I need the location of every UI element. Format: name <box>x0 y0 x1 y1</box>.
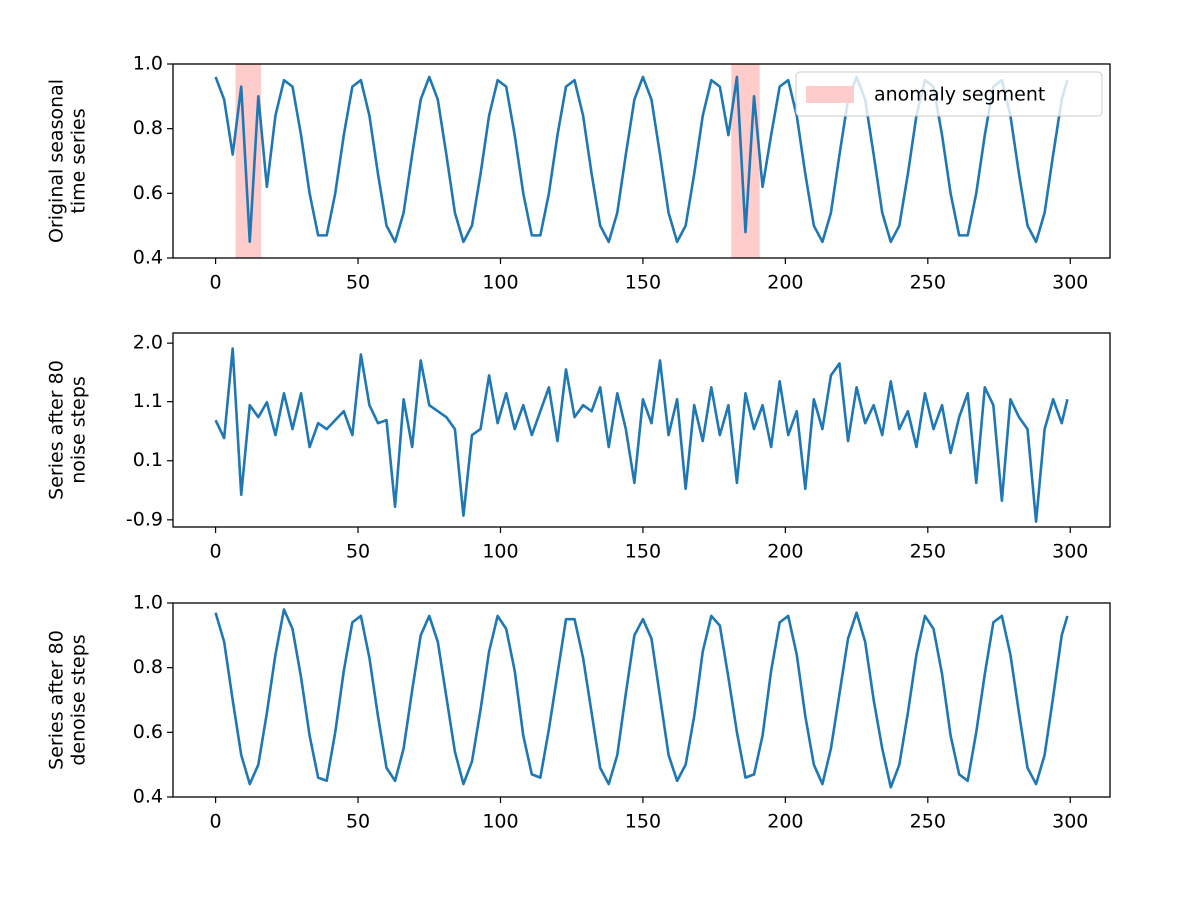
y-axis-label: denoise steps <box>68 634 90 765</box>
y-tick-label: 1.0 <box>133 53 163 75</box>
y-axis-label: Series after 80 <box>46 630 68 770</box>
y-tick-label: 0.8 <box>133 656 163 678</box>
x-tick-label: 250 <box>910 272 946 294</box>
x-tick-label: 100 <box>482 541 518 563</box>
y-tick-label: 0.6 <box>133 182 163 204</box>
subplot: 0 50 100 150 200 250 300 0.4 0.6 0.8 1.0 Series aft… <box>46 592 1111 833</box>
y-tick-label: 1.1 <box>133 390 163 412</box>
y-tick-label: 1.0 <box>133 592 163 614</box>
subplot: 0 50 100 150 200 250 300 0.4 0.6 0.8 1.0 Original s… <box>46 53 1111 294</box>
legend-box <box>795 71 1103 117</box>
legend-swatch <box>806 86 854 103</box>
x-tick-label: 0 <box>210 811 222 833</box>
y-axis-label: noise steps <box>68 376 90 484</box>
subplot: 0 50 100 150 200 250 300 -0.9 0.1 1.1 2.0 Series af… <box>46 332 1111 563</box>
x-tick-label: 50 <box>346 541 370 563</box>
x-tick-label: 300 <box>1052 811 1088 833</box>
x-tick-label: 200 <box>767 541 803 563</box>
x-tick-label: 300 <box>1052 541 1088 563</box>
x-tick-label: 50 <box>346 272 370 294</box>
x-tick-label: 150 <box>625 272 661 294</box>
legend: anomaly segment <box>795 71 1103 117</box>
y-axis-label: Series after 80 <box>46 360 68 500</box>
y-axis-label: time series <box>68 108 90 213</box>
y-tick-label: 0.8 <box>133 117 163 139</box>
y-tick-label: 0.4 <box>133 786 163 808</box>
x-tick-label: 0 <box>210 272 222 294</box>
x-tick-label: 150 <box>625 541 661 563</box>
y-tick-label: 0.1 <box>133 449 163 471</box>
x-tick-label: 100 <box>482 272 518 294</box>
x-tick-label: 100 <box>482 811 518 833</box>
y-axis-label: Original seasonal <box>46 79 68 243</box>
x-tick-label: 300 <box>1052 272 1088 294</box>
y-tick-label: 0.4 <box>133 247 163 269</box>
y-tick-label: -0.9 <box>126 508 163 530</box>
x-tick-label: 50 <box>346 811 370 833</box>
series-line <box>214 608 1069 789</box>
x-tick-label: 0 <box>210 541 222 563</box>
y-tick-label: 0.6 <box>133 721 163 743</box>
x-tick-label: 200 <box>767 272 803 294</box>
axes-frame <box>172 332 1111 528</box>
x-tick-label: 250 <box>910 811 946 833</box>
series-line <box>214 347 1069 523</box>
x-tick-label: 250 <box>910 541 946 563</box>
y-tick-label: 2.0 <box>133 332 163 354</box>
axes-frame <box>172 602 1111 798</box>
axes-frame <box>172 63 1111 259</box>
legend-label: anomaly segment <box>874 84 1045 106</box>
x-tick-label: 200 <box>767 811 803 833</box>
x-tick-label: 150 <box>625 811 661 833</box>
